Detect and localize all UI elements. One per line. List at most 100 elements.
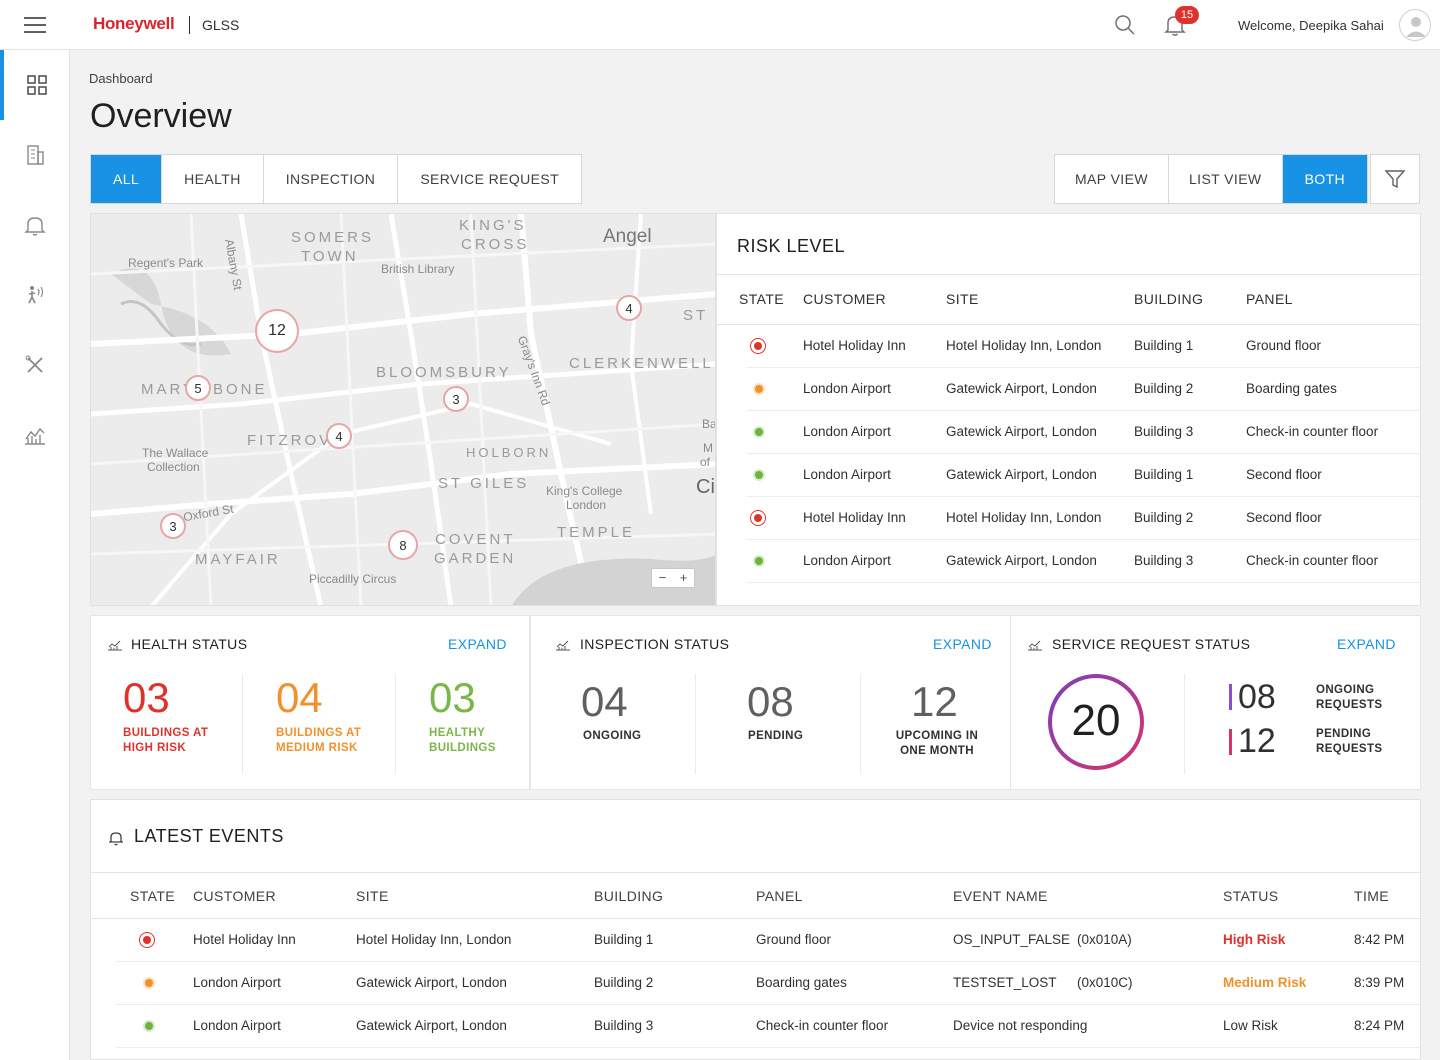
pending-marker <box>1229 729 1232 755</box>
building-cell: Building 2 <box>1134 381 1194 396</box>
ongoing-caption: ONGOING <box>583 730 642 742</box>
bell-icon <box>24 217 46 236</box>
chart-icon <box>1028 640 1042 651</box>
customer-cell: London Airport <box>193 1018 281 1033</box>
service-request-total: 20 <box>1071 696 1121 745</box>
sidebar-item-personnel[interactable] <box>0 260 70 330</box>
map-label: Piccadilly Circus <box>309 572 397 586</box>
inspection-expand-link[interactable]: EXPAND <box>933 636 992 652</box>
state-indicator <box>755 557 763 565</box>
site-cell: Hotel Holiday Inn, London <box>946 338 1102 353</box>
panel-cell: Second floor <box>1246 510 1322 525</box>
panel-cell: Boarding gates <box>756 975 847 990</box>
search-icon[interactable] <box>1114 14 1136 36</box>
tab-list-view[interactable]: LIST VIEW <box>1169 155 1283 203</box>
table-row[interactable]: London Airport Gatewick Airport, London Bu… <box>747 454 1422 497</box>
tab-health[interactable]: HEALTH <box>162 155 264 203</box>
column-header[interactable]: STATUS <box>1223 888 1279 904</box>
site-cell: Hotel Holiday Inn, London <box>356 932 512 947</box>
filter-button[interactable] <box>1370 154 1420 204</box>
latest-events-table: STATE CUSTOMER SITE BUILDING PANEL EVENT… <box>91 872 1420 1048</box>
building-cell: Building 3 <box>1134 424 1194 439</box>
column-header[interactable]: STATE <box>130 888 176 904</box>
customer-cell: Hotel Holiday Inn <box>803 338 906 353</box>
customer-cell: London Airport <box>803 424 891 439</box>
column-header[interactable]: SITE <box>946 291 979 307</box>
status-cell: High Risk <box>1223 932 1286 947</box>
column-header[interactable]: SITE <box>356 888 389 904</box>
sidebar-item-reports[interactable] <box>0 400 70 470</box>
map-label: Angel <box>603 226 652 247</box>
map-cluster-pin[interactable]: 4 <box>616 295 642 321</box>
table-row[interactable]: Hotel Holiday Inn Hotel Holiday Inn, Lond… <box>747 497 1422 540</box>
table-row[interactable]: Hotel Holiday Inn Hotel Holiday Inn, Lond… <box>747 325 1422 368</box>
pending-caption: PENDING <box>748 730 804 742</box>
site-map[interactable]: Regent's Park Albany St SOMERS TOWN KING… <box>90 213 716 606</box>
column-header[interactable]: CUSTOMER <box>193 888 277 904</box>
state-indicator <box>755 385 763 393</box>
map-area-label: MARY <box>141 381 197 398</box>
site-cell: Gatewick Airport, London <box>946 381 1097 396</box>
panel-cell: Check-in counter floor <box>1246 553 1379 568</box>
state-indicator <box>140 933 154 947</box>
state-indicator <box>145 1022 153 1030</box>
zoom-out-button[interactable]: − <box>658 570 667 585</box>
table-row[interactable]: London Airport Gatewick Airport, London Bu… <box>747 540 1422 583</box>
map-cluster-pin[interactable]: 12 <box>255 309 299 353</box>
avatar[interactable] <box>1399 9 1431 41</box>
map-cluster-pin[interactable]: 8 <box>388 530 418 560</box>
event-code-cell: (0x010C) <box>1077 975 1133 990</box>
tab-service-request[interactable]: SERVICE REQUEST <box>420 171 560 187</box>
site-cell: Gatewick Airport, London <box>946 553 1097 568</box>
hamburger-menu-icon[interactable] <box>24 16 46 34</box>
tab-map-view[interactable]: MAP VIEW <box>1055 155 1169 203</box>
building-cell: Building 2 <box>594 975 654 990</box>
customer-cell: London Airport <box>803 381 891 396</box>
map-cluster-pin[interactable]: 4 <box>326 423 352 449</box>
table-row[interactable]: London Airport Gatewick Airport, London Bu… <box>116 962 1420 1005</box>
bell-icon <box>109 832 123 846</box>
sidebar-item-maintenance[interactable] <box>0 330 70 400</box>
sidebar-item-alarms[interactable] <box>0 190 70 260</box>
tab-both-view[interactable]: BOTH <box>1282 155 1368 203</box>
map-cluster-pin[interactable]: 5 <box>185 375 211 401</box>
tools-icon <box>25 355 43 373</box>
map-zoom-control: − + <box>651 568 695 588</box>
column-header[interactable]: BUILDING <box>1134 291 1204 307</box>
column-header[interactable]: CUSTOMER <box>803 291 887 307</box>
filter-funnel-icon <box>1384 170 1406 189</box>
customer-cell: Hotel Holiday Inn <box>193 932 296 947</box>
health-expand-link[interactable]: EXPAND <box>448 636 507 652</box>
status-cell: Medium Risk <box>1223 975 1307 990</box>
breadcrumb[interactable]: Dashboard <box>89 71 153 86</box>
map-cluster-pin[interactable]: 3 <box>160 513 186 539</box>
map-area-label: COVENT <box>435 531 516 548</box>
tab-inspection[interactable]: INSPECTION <box>264 155 399 203</box>
ongoing-requests-caption: ONGOING REQUESTS <box>1316 684 1383 711</box>
event-name-cell: OS_INPUT_FALSE <box>953 932 1071 947</box>
zoom-in-button[interactable]: + <box>679 570 688 585</box>
column-header[interactable]: TIME <box>1354 888 1390 904</box>
table-row[interactable]: London Airport Gatewick Airport, London Bu… <box>747 368 1422 411</box>
table-header: STATE CUSTOMER SITE BUILDING PANEL <box>717 275 1422 325</box>
customer-cell: London Airport <box>803 553 891 568</box>
column-header[interactable]: EVENT NAME <box>953 888 1048 904</box>
map-label: London <box>566 498 607 512</box>
column-header[interactable]: STATE <box>739 291 785 307</box>
table-row[interactable]: Hotel Holiday Inn Hotel Holiday Inn, Lond… <box>116 919 1420 962</box>
column-header[interactable]: PANEL <box>756 888 803 904</box>
map-label: British Library <box>381 262 455 276</box>
table-row[interactable]: London Airport Gatewick Airport, London Bu… <box>116 1005 1420 1048</box>
service-request-expand-link[interactable]: EXPAND <box>1337 636 1396 652</box>
tab-all[interactable]: ALL <box>91 155 163 203</box>
building-icon <box>27 145 44 165</box>
sidebar-item-buildings[interactable] <box>0 120 70 190</box>
sidebar-item-dashboard[interactable] <box>0 50 70 120</box>
map-area-label: CLERKENWELL <box>569 355 714 372</box>
map-cluster-pin[interactable]: 3 <box>443 386 469 412</box>
column-header[interactable]: PANEL <box>1246 291 1293 307</box>
panel-cell: Check-in counter floor <box>756 1018 889 1033</box>
table-row[interactable]: London Airport Gatewick Airport, London Bu… <box>747 411 1422 454</box>
pending-requests-caption: PENDING REQUESTS <box>1316 728 1383 755</box>
column-header[interactable]: BUILDING <box>594 888 664 904</box>
